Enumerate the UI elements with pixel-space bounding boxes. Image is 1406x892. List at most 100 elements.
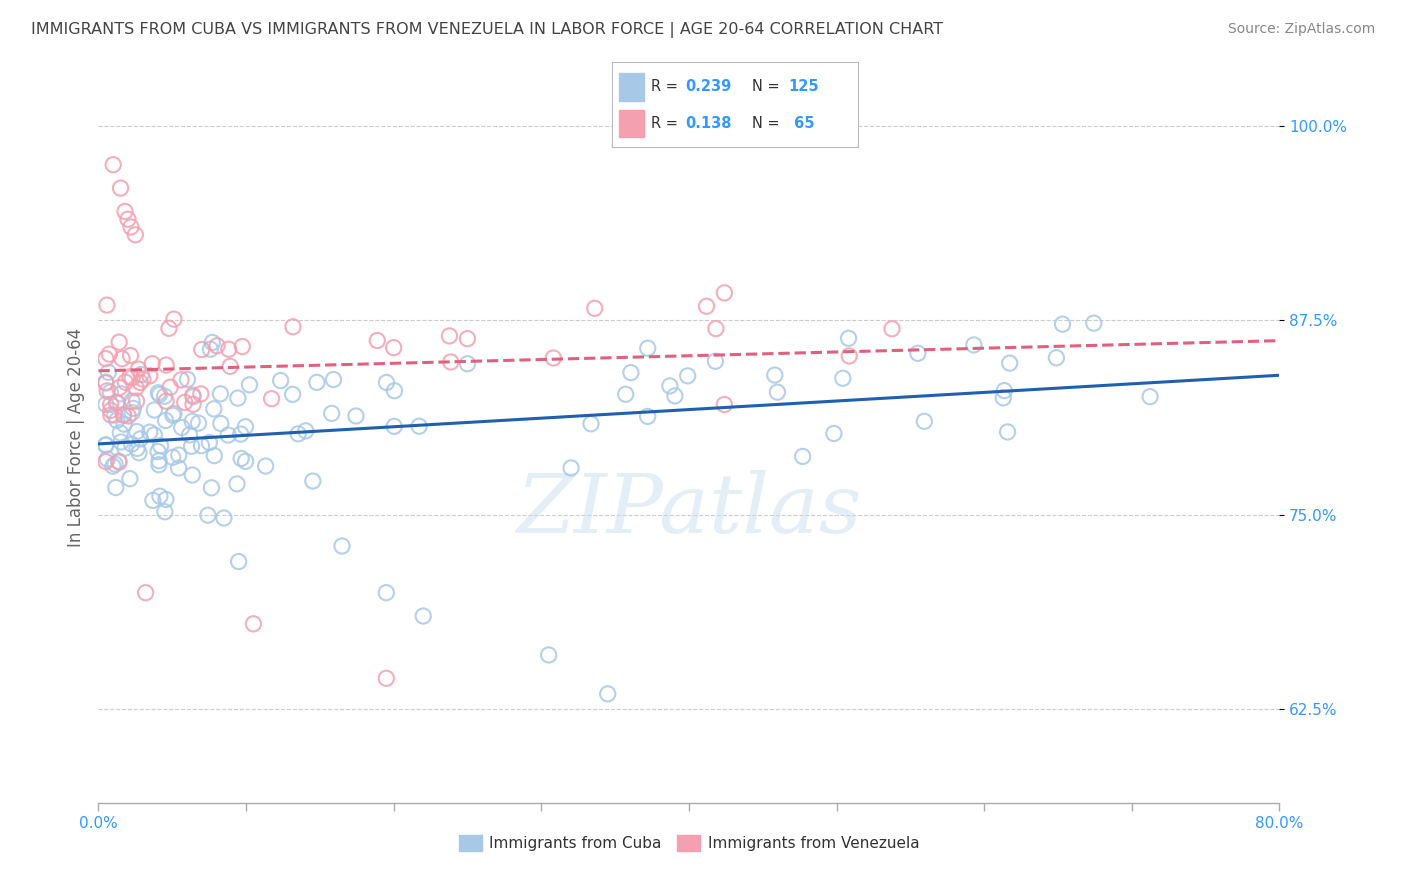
Point: [129, 432, 152, 446]
Point: [823, 426, 845, 441]
Point: [110, 434, 132, 449]
Point: [121, 437, 143, 451]
Point: [704, 354, 727, 368]
Point: [375, 671, 398, 685]
Point: [963, 338, 986, 352]
Point: [229, 427, 252, 442]
Point: [1052, 317, 1074, 331]
Point: [153, 505, 176, 519]
Point: [97, 365, 120, 379]
Point: [382, 419, 405, 434]
Text: Source: ZipAtlas.com: Source: ZipAtlas.com: [1227, 22, 1375, 37]
Point: [96, 298, 118, 312]
Point: [167, 461, 190, 475]
Point: [281, 387, 304, 401]
Point: [366, 334, 388, 348]
Point: [100, 408, 122, 422]
Point: [231, 339, 253, 353]
Point: [100, 403, 122, 417]
Point: [112, 408, 135, 422]
Point: [637, 409, 659, 424]
Point: [125, 381, 148, 395]
Point: [200, 342, 222, 356]
Point: [149, 489, 172, 503]
Point: [155, 413, 177, 427]
Point: [838, 331, 860, 345]
Point: [94, 438, 117, 452]
Point: [149, 439, 172, 453]
Text: N =: N =: [752, 79, 785, 94]
Point: [98, 347, 121, 361]
Point: [231, 451, 253, 466]
Point: [108, 381, 131, 395]
Point: [110, 386, 132, 401]
Point: [162, 409, 184, 423]
Text: 0.239: 0.239: [686, 79, 731, 94]
Point: [993, 384, 1015, 398]
Point: [94, 455, 117, 469]
Point: [163, 312, 186, 326]
Point: [121, 371, 143, 385]
Point: [838, 349, 860, 363]
Point: [120, 219, 142, 234]
Point: [384, 384, 406, 398]
Point: [202, 401, 225, 416]
Point: [112, 417, 135, 432]
Point: [191, 343, 214, 357]
Point: [560, 461, 582, 475]
Point: [94, 438, 117, 452]
Point: [907, 346, 929, 360]
Point: [125, 425, 148, 439]
Point: [202, 449, 225, 463]
Point: [124, 227, 146, 242]
Point: [281, 319, 304, 334]
Point: [197, 508, 219, 523]
Point: [121, 394, 143, 409]
Point: [912, 414, 935, 428]
Point: [129, 376, 152, 390]
Point: [321, 406, 343, 420]
Point: [94, 351, 117, 366]
Point: [330, 539, 353, 553]
Point: [170, 420, 193, 434]
Point: [103, 158, 125, 172]
Point: [142, 493, 165, 508]
Point: [412, 609, 434, 624]
Point: [439, 329, 461, 343]
Point: [143, 428, 166, 442]
Point: [110, 181, 132, 195]
Point: [766, 385, 789, 400]
Point: [100, 397, 122, 411]
Point: [713, 285, 735, 300]
Point: [704, 321, 727, 335]
Point: [187, 416, 209, 430]
Point: [880, 322, 903, 336]
Y-axis label: In Labor Force | Age 20-64: In Labor Force | Age 20-64: [66, 327, 84, 547]
Point: [579, 417, 602, 431]
Point: [120, 349, 142, 363]
Point: [105, 413, 128, 427]
Point: [155, 492, 177, 507]
Point: [270, 374, 292, 388]
Point: [344, 409, 367, 423]
Point: [122, 401, 145, 416]
Point: [305, 376, 328, 390]
Point: [117, 212, 139, 227]
Point: [713, 398, 735, 412]
Point: [596, 687, 619, 701]
Point: [637, 341, 659, 355]
Point: [94, 397, 117, 411]
Point: [287, 426, 309, 441]
Point: [664, 389, 686, 403]
Point: [201, 335, 224, 350]
Point: [131, 368, 153, 382]
Bar: [619, 73, 644, 101]
Text: IMMIGRANTS FROM CUBA VS IMMIGRANTS FROM VENEZUELA IN LABOR FORCE | AGE 20-64 COR: IMMIGRANTS FROM CUBA VS IMMIGRANTS FROM …: [31, 22, 943, 38]
Text: 0.138: 0.138: [686, 116, 733, 130]
Point: [763, 368, 786, 382]
Point: [173, 395, 195, 409]
Point: [217, 428, 239, 442]
Point: [658, 379, 681, 393]
Point: [209, 386, 232, 401]
Point: [105, 395, 128, 409]
